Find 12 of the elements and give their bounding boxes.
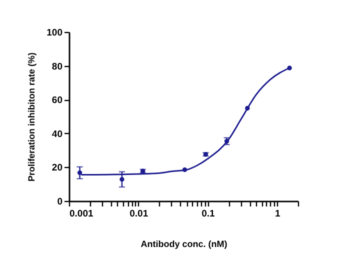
y-axis-title: Proliferation inhibiton rate (%) <box>26 52 37 182</box>
y-tick-label: 80 <box>52 61 62 72</box>
x-tick-label: 0.1 <box>202 208 216 220</box>
x-axis-title: Antibody conc. (nM) <box>140 239 228 249</box>
x-tick-label: 0.01 <box>130 208 149 220</box>
y-tick-label: 20 <box>52 162 62 174</box>
y-tick-label: 40 <box>52 128 62 140</box>
y-tick-label: 100 <box>46 28 62 38</box>
x-tick-label: 0.001 <box>70 208 94 220</box>
x-tick-label: 1 <box>274 208 281 220</box>
y-tick-label: 60 <box>52 95 62 106</box>
y-tick-label: 0 <box>57 196 62 208</box>
